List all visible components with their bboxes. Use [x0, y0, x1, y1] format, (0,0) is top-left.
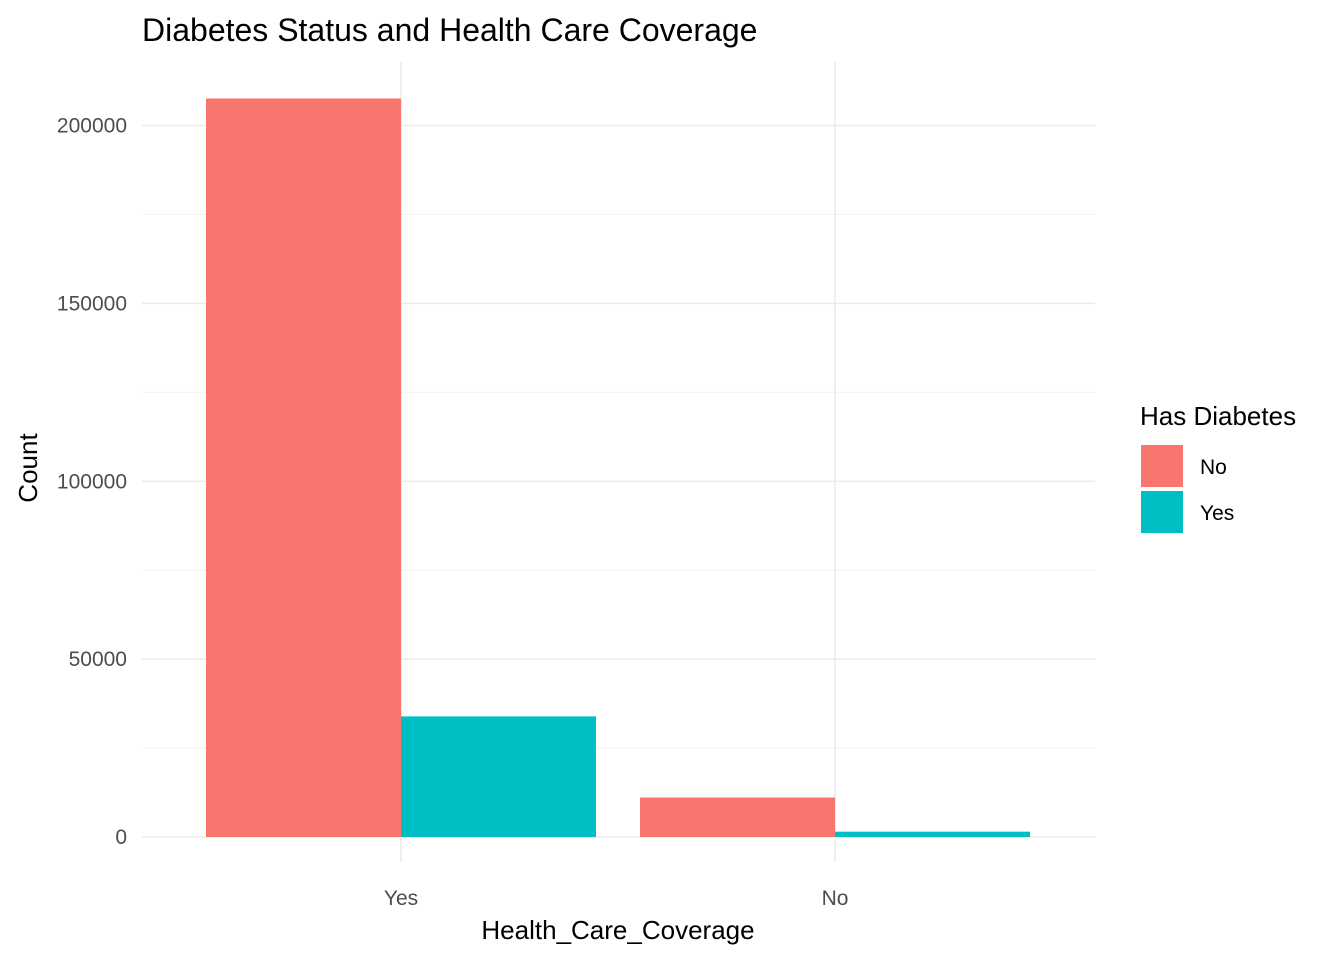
- bar-no-yes: [835, 831, 1030, 837]
- legend: Has Diabetes No Yes: [1140, 401, 1296, 533]
- legend-key-yes: [1141, 491, 1183, 533]
- legend-label-no: No: [1200, 456, 1227, 479]
- y-tick-label: 150000: [57, 292, 127, 315]
- y-tick-label: 0: [115, 826, 127, 849]
- y-tick-label: 50000: [69, 648, 127, 671]
- bar-yes-yes: [401, 716, 596, 837]
- bars: [206, 98, 1030, 837]
- x-axis-title: Health_Care_Coverage: [481, 915, 754, 945]
- y-tick-label: 200000: [57, 115, 127, 138]
- y-axis-title: Count: [13, 433, 43, 503]
- x-axis-ticks: Yes No: [384, 887, 849, 910]
- legend-key-no: [1141, 445, 1183, 487]
- chart-title: Diabetes Status and Health Care Coverage: [142, 12, 757, 48]
- x-tick-label: No: [822, 887, 849, 910]
- bar-no-no: [640, 797, 835, 837]
- legend-title: Has Diabetes: [1140, 401, 1296, 431]
- legend-label-yes: Yes: [1200, 502, 1234, 525]
- y-tick-label: 100000: [57, 470, 127, 493]
- legend-items: No Yes: [1141, 445, 1234, 533]
- bar-yes-no: [206, 98, 401, 837]
- y-axis-ticks: 0 50000 100000 150000 200000: [57, 115, 127, 850]
- x-tick-label: Yes: [384, 887, 418, 910]
